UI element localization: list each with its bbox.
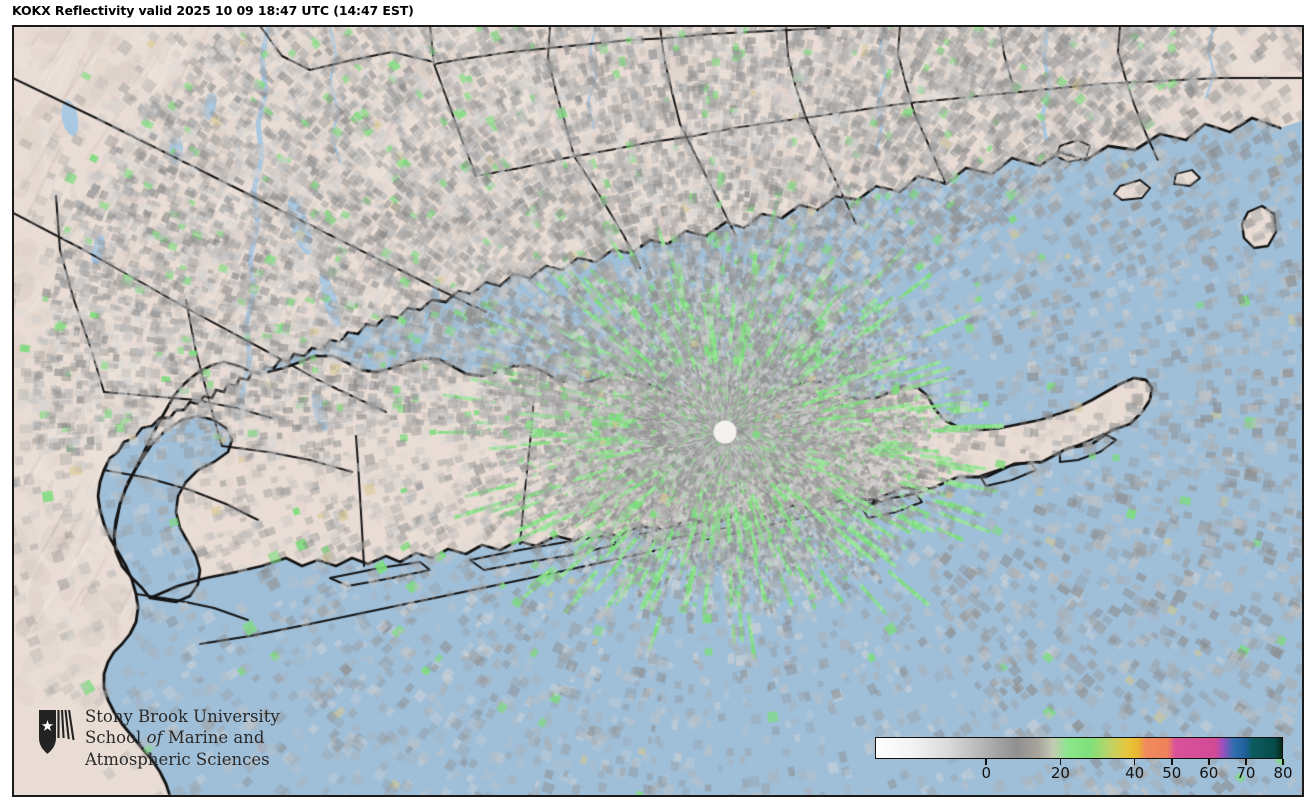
colorbar-tick-label: 60 xyxy=(1199,764,1219,782)
colorbar-tick-labels: 0 20 40 50 60 70 80 xyxy=(875,764,1292,784)
page-title: KOKX Reflectivity valid 2025 10 09 18:47… xyxy=(12,3,414,18)
colorbar-tick-label: 80 xyxy=(1273,764,1293,782)
colorbar-tick-label: 20 xyxy=(1050,764,1070,782)
colorbar-tick xyxy=(1282,759,1284,765)
colorbar-tick-label: 40 xyxy=(1125,764,1145,782)
reflectivity-colorbar: 0 20 40 50 60 70 80 xyxy=(875,737,1293,782)
colorbar-gradient xyxy=(876,738,1282,758)
radar-map-canvas[interactable] xyxy=(14,27,1302,795)
radar-map-frame[interactable] xyxy=(12,25,1304,797)
colorbar-tick xyxy=(1245,759,1247,765)
colorbar-gradient-box xyxy=(875,737,1283,759)
colorbar-tick-label: 50 xyxy=(1162,764,1182,782)
colorbar-tick-label: 0 xyxy=(981,764,992,782)
colorbar-ticks xyxy=(875,759,1284,765)
colorbar-tick-label: 70 xyxy=(1236,764,1256,782)
colorbar-tick xyxy=(985,759,988,765)
colorbar-tick xyxy=(1133,759,1136,765)
colorbar-tick xyxy=(1170,759,1173,765)
colorbar-tick xyxy=(1208,759,1210,765)
colorbar-tick xyxy=(1059,759,1062,765)
